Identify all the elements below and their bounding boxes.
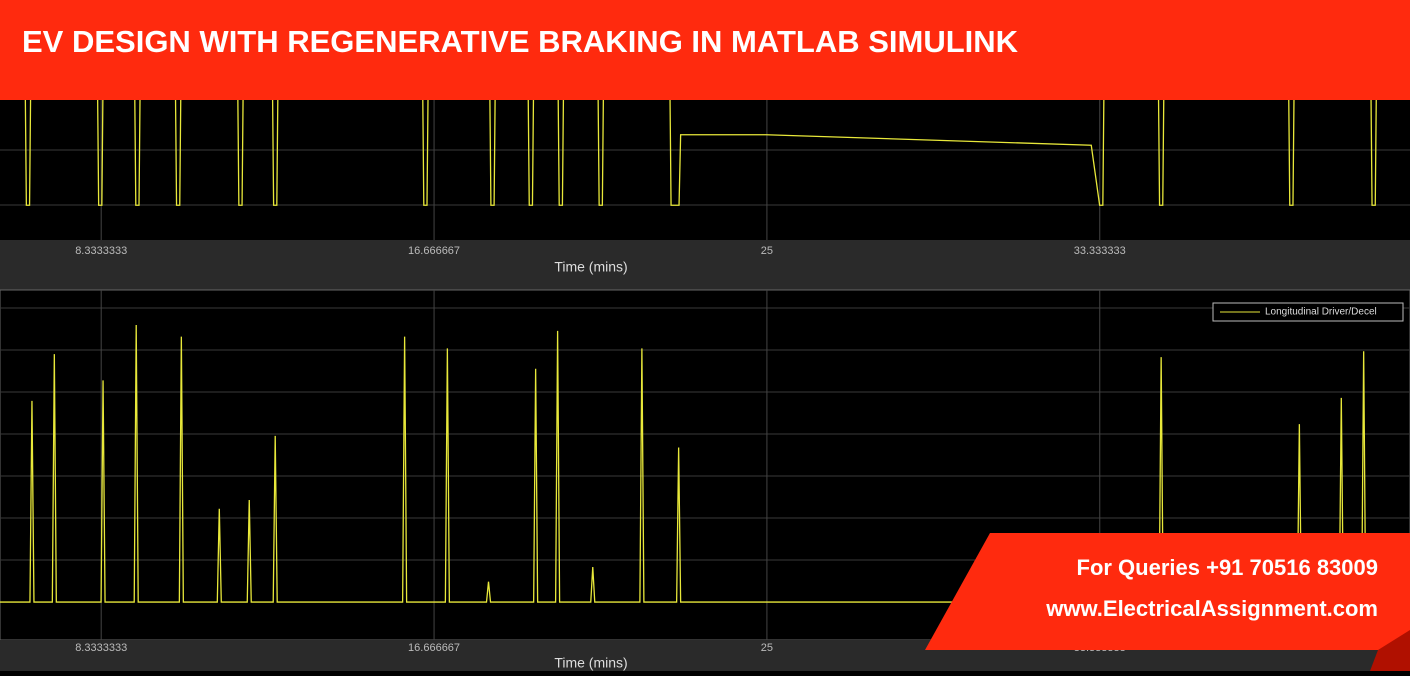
contact-banner <box>925 533 1410 650</box>
x-tick-label: 16.666667 <box>408 245 460 257</box>
x-tick-label: 33.333333 <box>1074 245 1126 257</box>
x-tick-label: 25 <box>761 245 773 257</box>
banner-title: EV DESIGN WITH REGENERATIVE BRAKING IN M… <box>22 24 1019 59</box>
contact-phone: For Queries +91 70516 83009 <box>1077 555 1379 580</box>
title-banner <box>0 0 1410 100</box>
hgrid <box>0 149 1410 561</box>
x-axis-label: Time (mins) <box>554 655 627 671</box>
x-tick-label: 8.3333333 <box>75 245 127 257</box>
banner-corner <box>1370 630 1410 671</box>
legend-label: Longitudinal Driver/Decel <box>1265 307 1377 318</box>
contact-website: www.ElectricalAssignment.com <box>1045 596 1378 621</box>
legend-box <box>1212 302 1404 322</box>
x-tick-label: 25 <box>761 642 773 654</box>
x-tick-label: 16.666667 <box>408 642 460 654</box>
top-axis-strip <box>0 240 1410 290</box>
x-axis-label: Time (mins) <box>554 259 627 275</box>
x-tick-label: 8.3333333 <box>75 642 127 654</box>
